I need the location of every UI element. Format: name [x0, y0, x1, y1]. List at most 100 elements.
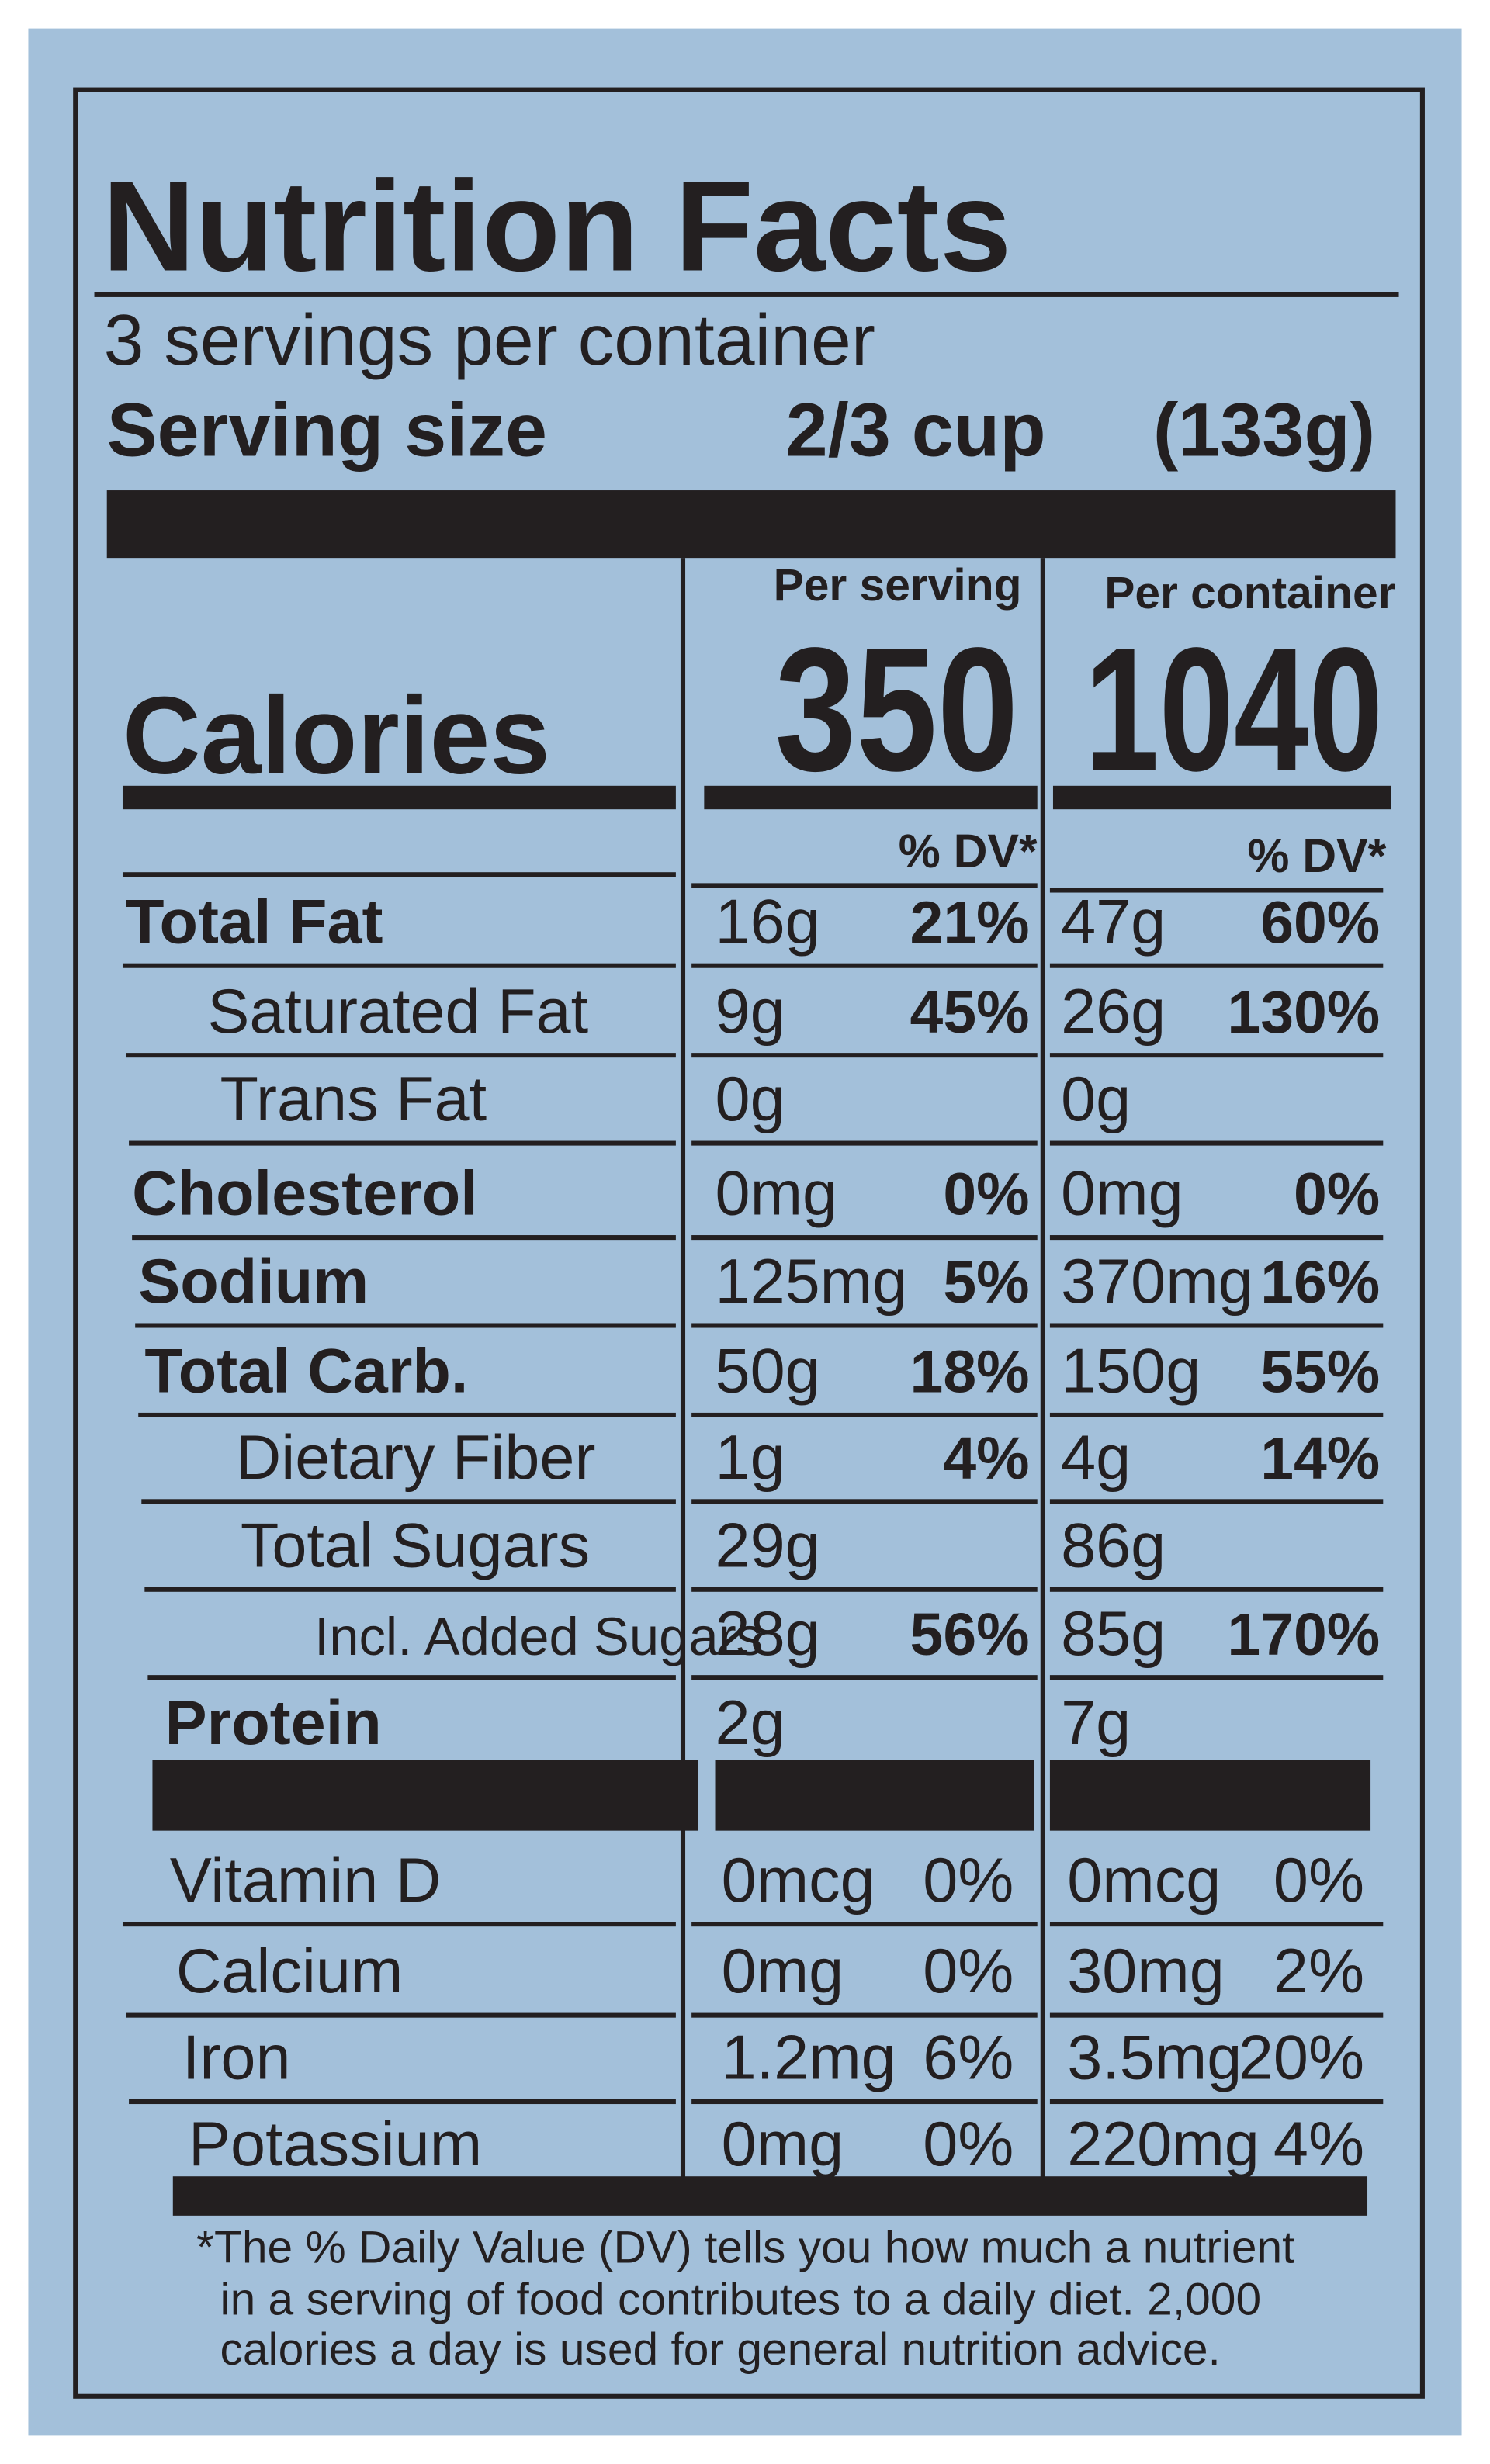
amount: 28g [716, 1599, 820, 1669]
row-rule [141, 1499, 676, 1504]
daily-value: 0% [1294, 1161, 1380, 1228]
nutrient-name: Iron [182, 2023, 291, 2093]
amount: 0g [716, 1064, 785, 1134]
row-rule [691, 2099, 1038, 2105]
amount: 29g [716, 1511, 820, 1580]
amount: 0g [1061, 1064, 1131, 1134]
daily-value: 0% [943, 1161, 1029, 1228]
column-header: Per container [1104, 568, 1395, 618]
daily-value: 170% [1227, 1601, 1380, 1668]
row-rule [144, 1587, 676, 1592]
row-rule [1049, 1587, 1384, 1592]
daily-value: 2% [1273, 1936, 1364, 2006]
daily-value: 4% [943, 1425, 1029, 1492]
thick-bar [704, 785, 1038, 810]
thick-bar [1049, 1760, 1371, 1831]
row-rule [691, 1499, 1038, 1504]
row-rule [126, 1053, 676, 1058]
column-header: Per serving [774, 560, 1022, 611]
row-rule [138, 1412, 676, 1417]
row-rule [135, 1323, 676, 1328]
daily-value: 60% [1260, 889, 1380, 956]
row-rule [1049, 888, 1384, 893]
background [28, 28, 1462, 2436]
dv-header: % DV* [1247, 829, 1386, 882]
nutrient-name: Potassium [189, 2109, 482, 2179]
daily-value: 20% [1239, 2023, 1364, 2093]
nutrient-name: Protein [165, 1688, 382, 1758]
row-rule [1049, 963, 1384, 968]
thick-bar [106, 490, 1396, 559]
divider [1040, 558, 1045, 2185]
daily-value: 14% [1260, 1425, 1380, 1492]
amount: 3.5mg [1067, 2023, 1242, 2093]
calories-value: 350 [774, 612, 1018, 808]
nutrient-name: Dietary Fiber [236, 1423, 596, 1493]
nutrient-name: Vitamin D [170, 1846, 442, 1915]
nutrient-name: Cholesterol [132, 1159, 478, 1229]
daily-value: 6% [923, 2023, 1014, 2093]
daily-value: 4% [1273, 2109, 1364, 2179]
amount: 16g [716, 887, 820, 957]
row-rule [129, 2099, 676, 2105]
row-rule [691, 1235, 1038, 1241]
amount: 1g [716, 1423, 785, 1493]
footnote: *The % Daily Value (DV) tells you how mu… [196, 2223, 1294, 2273]
row-rule [1049, 2099, 1384, 2105]
daily-value: 55% [1260, 1339, 1380, 1406]
amount: 125mg [716, 1247, 908, 1317]
amount: 0mg [722, 1936, 844, 2006]
row-rule [1049, 1412, 1384, 1417]
thick-bar [172, 2176, 1368, 2216]
row-rule [1049, 1323, 1384, 1328]
nutrient-name: Total Sugars [241, 1511, 590, 1580]
row-rule [122, 872, 676, 877]
nutrient-name: Saturated Fat [207, 977, 588, 1047]
row-rule [132, 1235, 676, 1241]
daily-value: 0% [923, 1846, 1014, 1915]
daily-value: 0% [923, 2109, 1014, 2179]
nutrient-name: Incl. Added Sugars [314, 1607, 763, 1666]
nutrient-name: Trans Fat [220, 1064, 487, 1134]
amount: 9g [716, 977, 785, 1047]
row-rule [691, 1323, 1038, 1328]
row-rule [1049, 1140, 1384, 1146]
row-rule [1049, 1675, 1384, 1680]
amount: 86g [1061, 1511, 1166, 1580]
amount: 220mg [1067, 2109, 1260, 2179]
amount: 0mg [716, 1159, 838, 1229]
daily-value: 56% [910, 1601, 1030, 1668]
row-rule [1049, 1922, 1384, 1927]
thick-bar [715, 1760, 1034, 1831]
calories-label: Calories [123, 675, 550, 798]
amount: 0mcg [722, 1846, 875, 1915]
row-rule [691, 1140, 1038, 1146]
amount: 85g [1061, 1599, 1166, 1669]
rule [94, 292, 1399, 297]
amount: 370mg [1061, 1247, 1253, 1317]
row-rule [691, 1587, 1038, 1592]
amount: 30mg [1067, 1936, 1225, 2006]
serving-size-label: Serving size [107, 387, 547, 472]
calories-value: 1040 [1084, 612, 1383, 808]
amount: 0mcg [1067, 1846, 1221, 1915]
border [73, 87, 1425, 2399]
row-rule [1049, 2012, 1384, 2018]
amount: 2g [716, 1688, 785, 1758]
daily-value: 0% [923, 1936, 1014, 2006]
daily-value: 5% [943, 1249, 1029, 1316]
row-rule [129, 1140, 676, 1146]
amount: 1.2mg [722, 2023, 896, 2093]
row-rule [1049, 1053, 1384, 1058]
thick-bar [1052, 785, 1391, 810]
daily-value: 130% [1227, 979, 1380, 1046]
row-rule [122, 1922, 676, 1927]
amount: 0mg [1061, 1159, 1183, 1229]
row-rule [691, 1675, 1038, 1680]
servings: 3 servings per container [104, 299, 875, 380]
serving-size-amount: 2/3 cup [786, 387, 1046, 472]
row-rule [1049, 1235, 1384, 1241]
daily-value: 21% [910, 889, 1030, 956]
